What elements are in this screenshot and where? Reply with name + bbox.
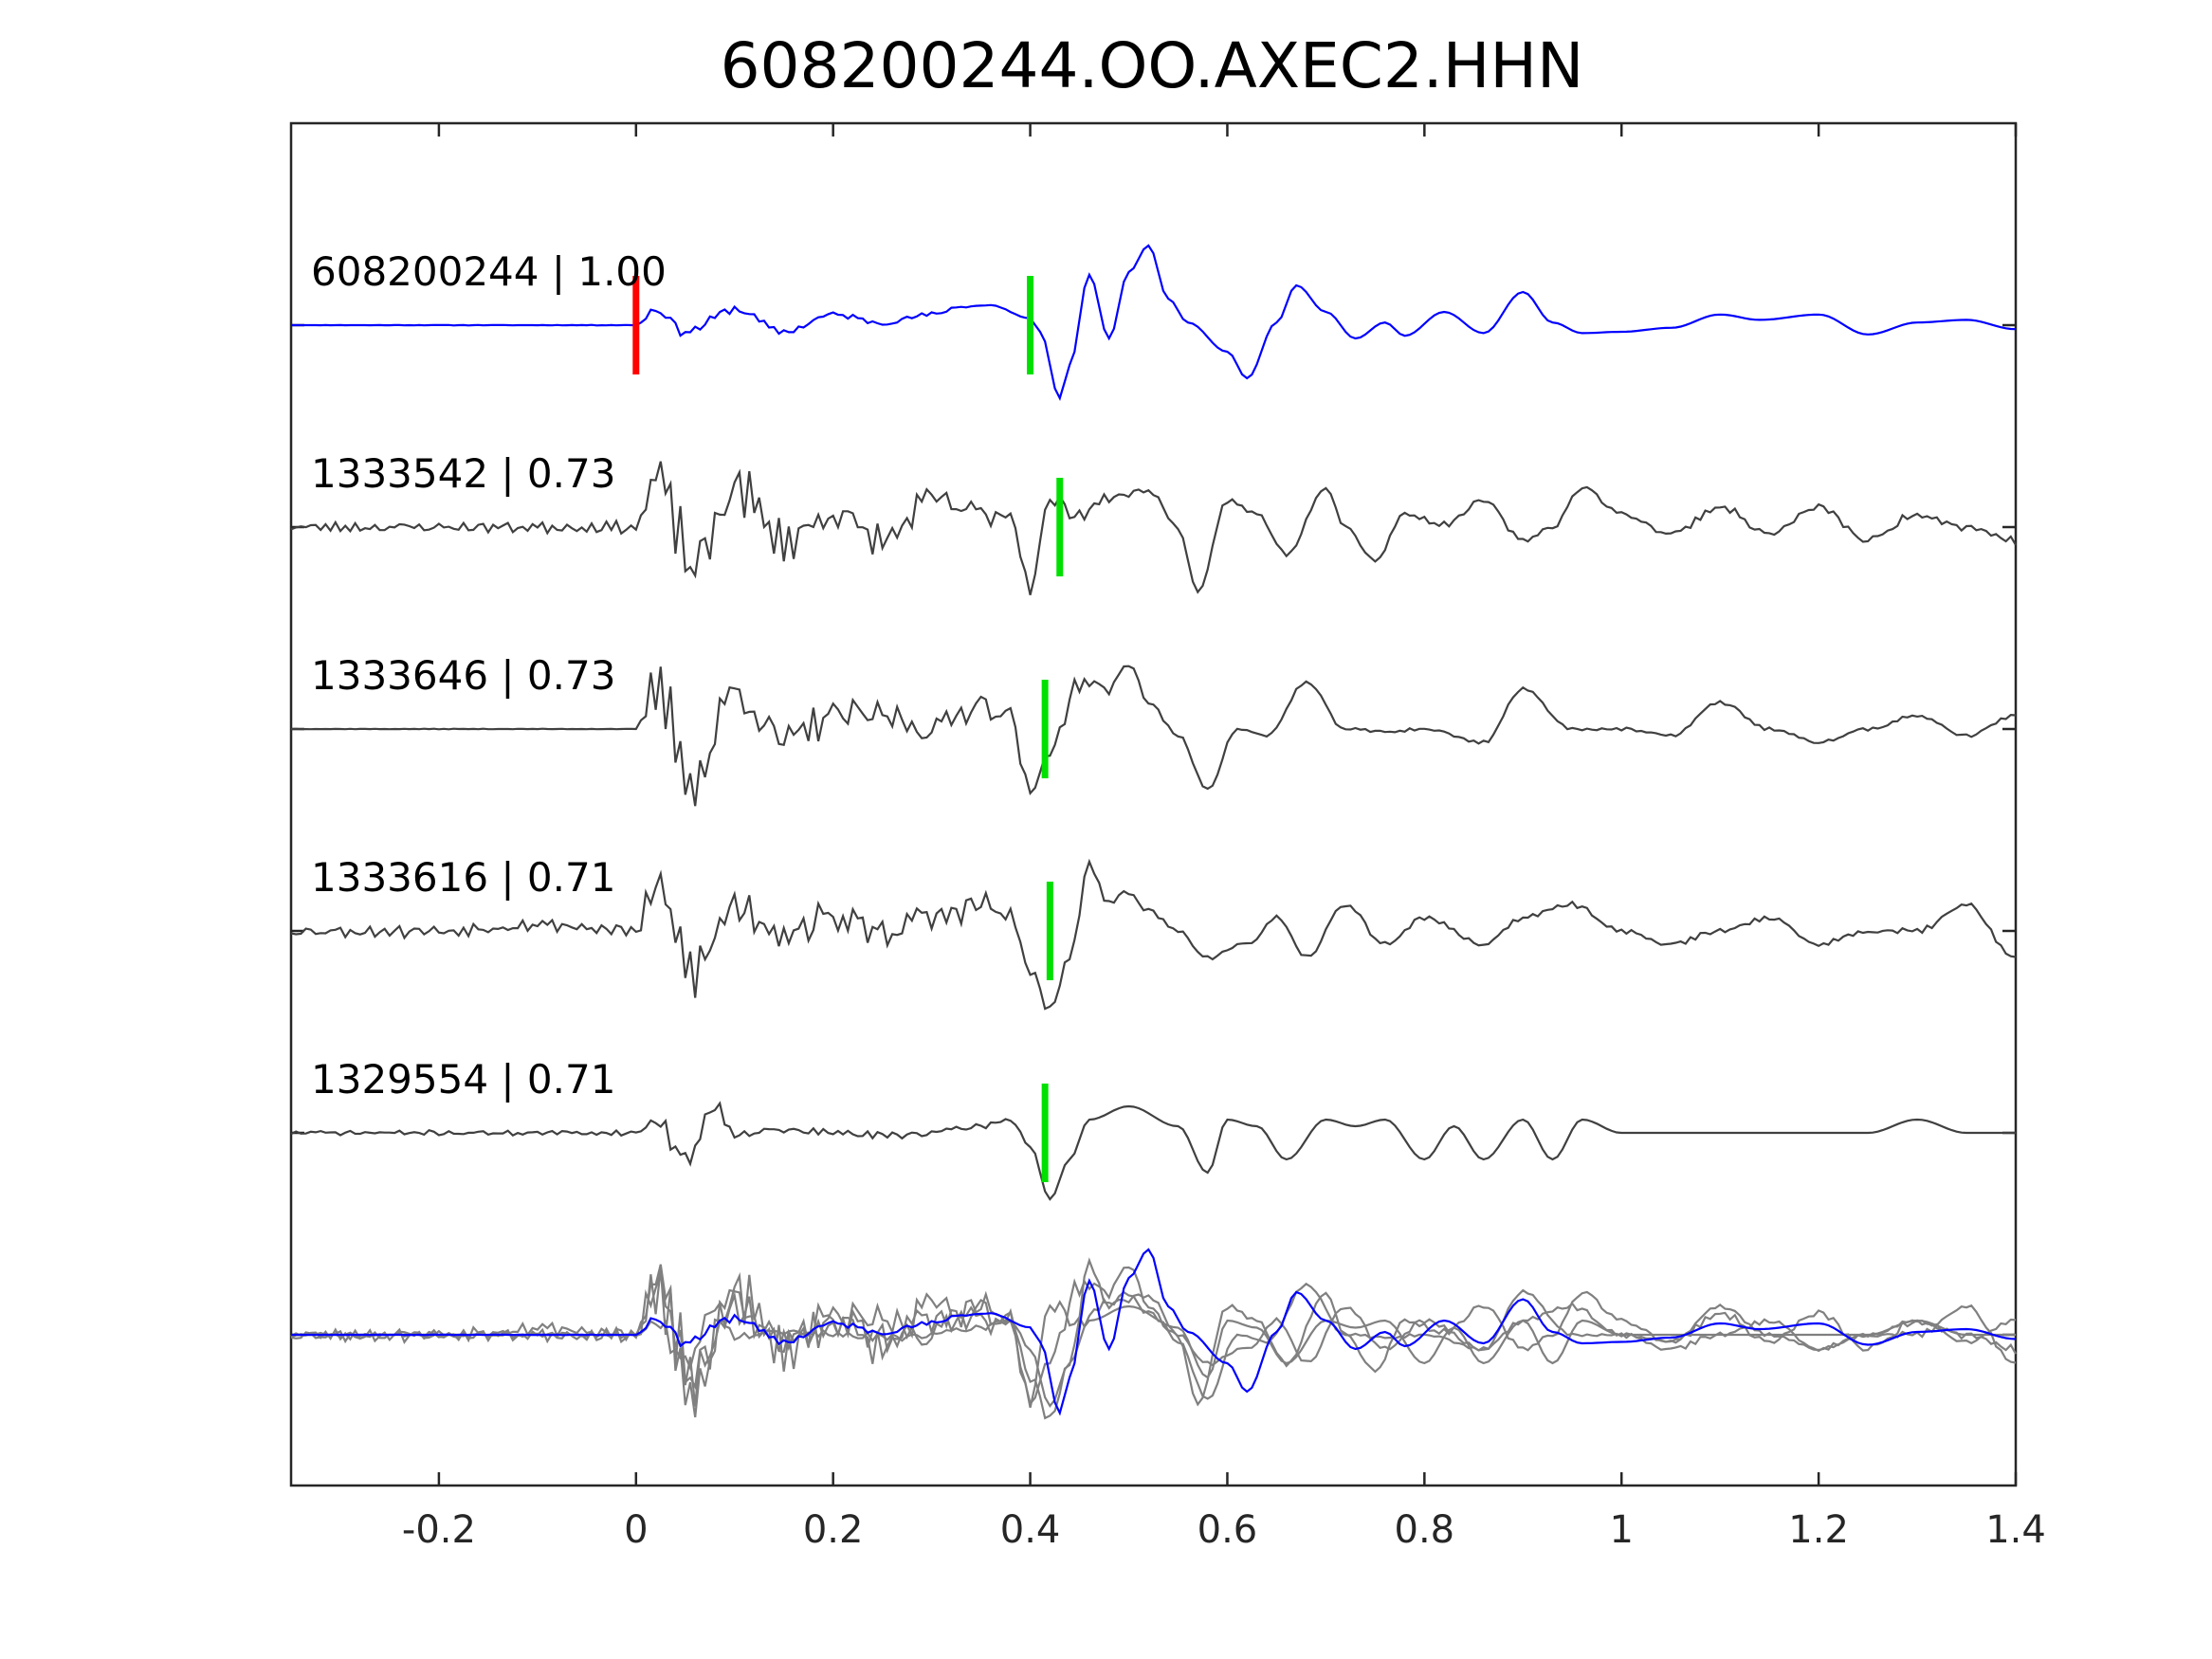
waveform-trace [290,461,2017,595]
x-tick-label: 0.8 [1395,1508,1455,1552]
x-axis: -0.2 0 0.2 0.4 0.6 0.8 1 1.2 1.4 [291,123,2046,1552]
picks-layer [632,276,1064,1182]
chart-title: 608200244.OO.AXEC2.HHN [721,29,1584,102]
x-tick-label: -0.2 [402,1508,476,1552]
x-tick-label: 1.2 [1788,1508,1849,1552]
trace-label: 1333542 | 0.73 [311,450,615,497]
x-tick-label: 0.2 [803,1508,864,1552]
trace-label: 1333616 | 0.71 [311,854,615,901]
x-tick-label: 0.6 [1197,1508,1258,1552]
traces-layer [290,244,2017,1201]
x-tick-label: 1 [1610,1508,1634,1552]
x-tick-label: 0.4 [1000,1508,1061,1552]
x-tick-label: 0 [624,1508,648,1552]
overlay-trace-template [291,1248,2017,1416]
overlay-trace-match [290,1264,2017,1409]
plot-area [289,121,2018,1487]
x-tick-label: 1.4 [1985,1508,2046,1552]
waveform-trace [290,665,2017,807]
overlay-stack [290,1248,2017,1420]
waveform-trace [290,858,2017,1011]
trace-label: 1333646 | 0.73 [311,652,615,699]
waveform-trace [291,244,2017,401]
trace-labels: 608200244 | 1.00 1333542 | 0.73 1333646 | … [311,248,667,1103]
trace-label: 608200244 | 1.00 [311,248,667,295]
trace-label: 1329554 | 0.71 [311,1056,615,1103]
waveform-trace [290,1101,2016,1201]
